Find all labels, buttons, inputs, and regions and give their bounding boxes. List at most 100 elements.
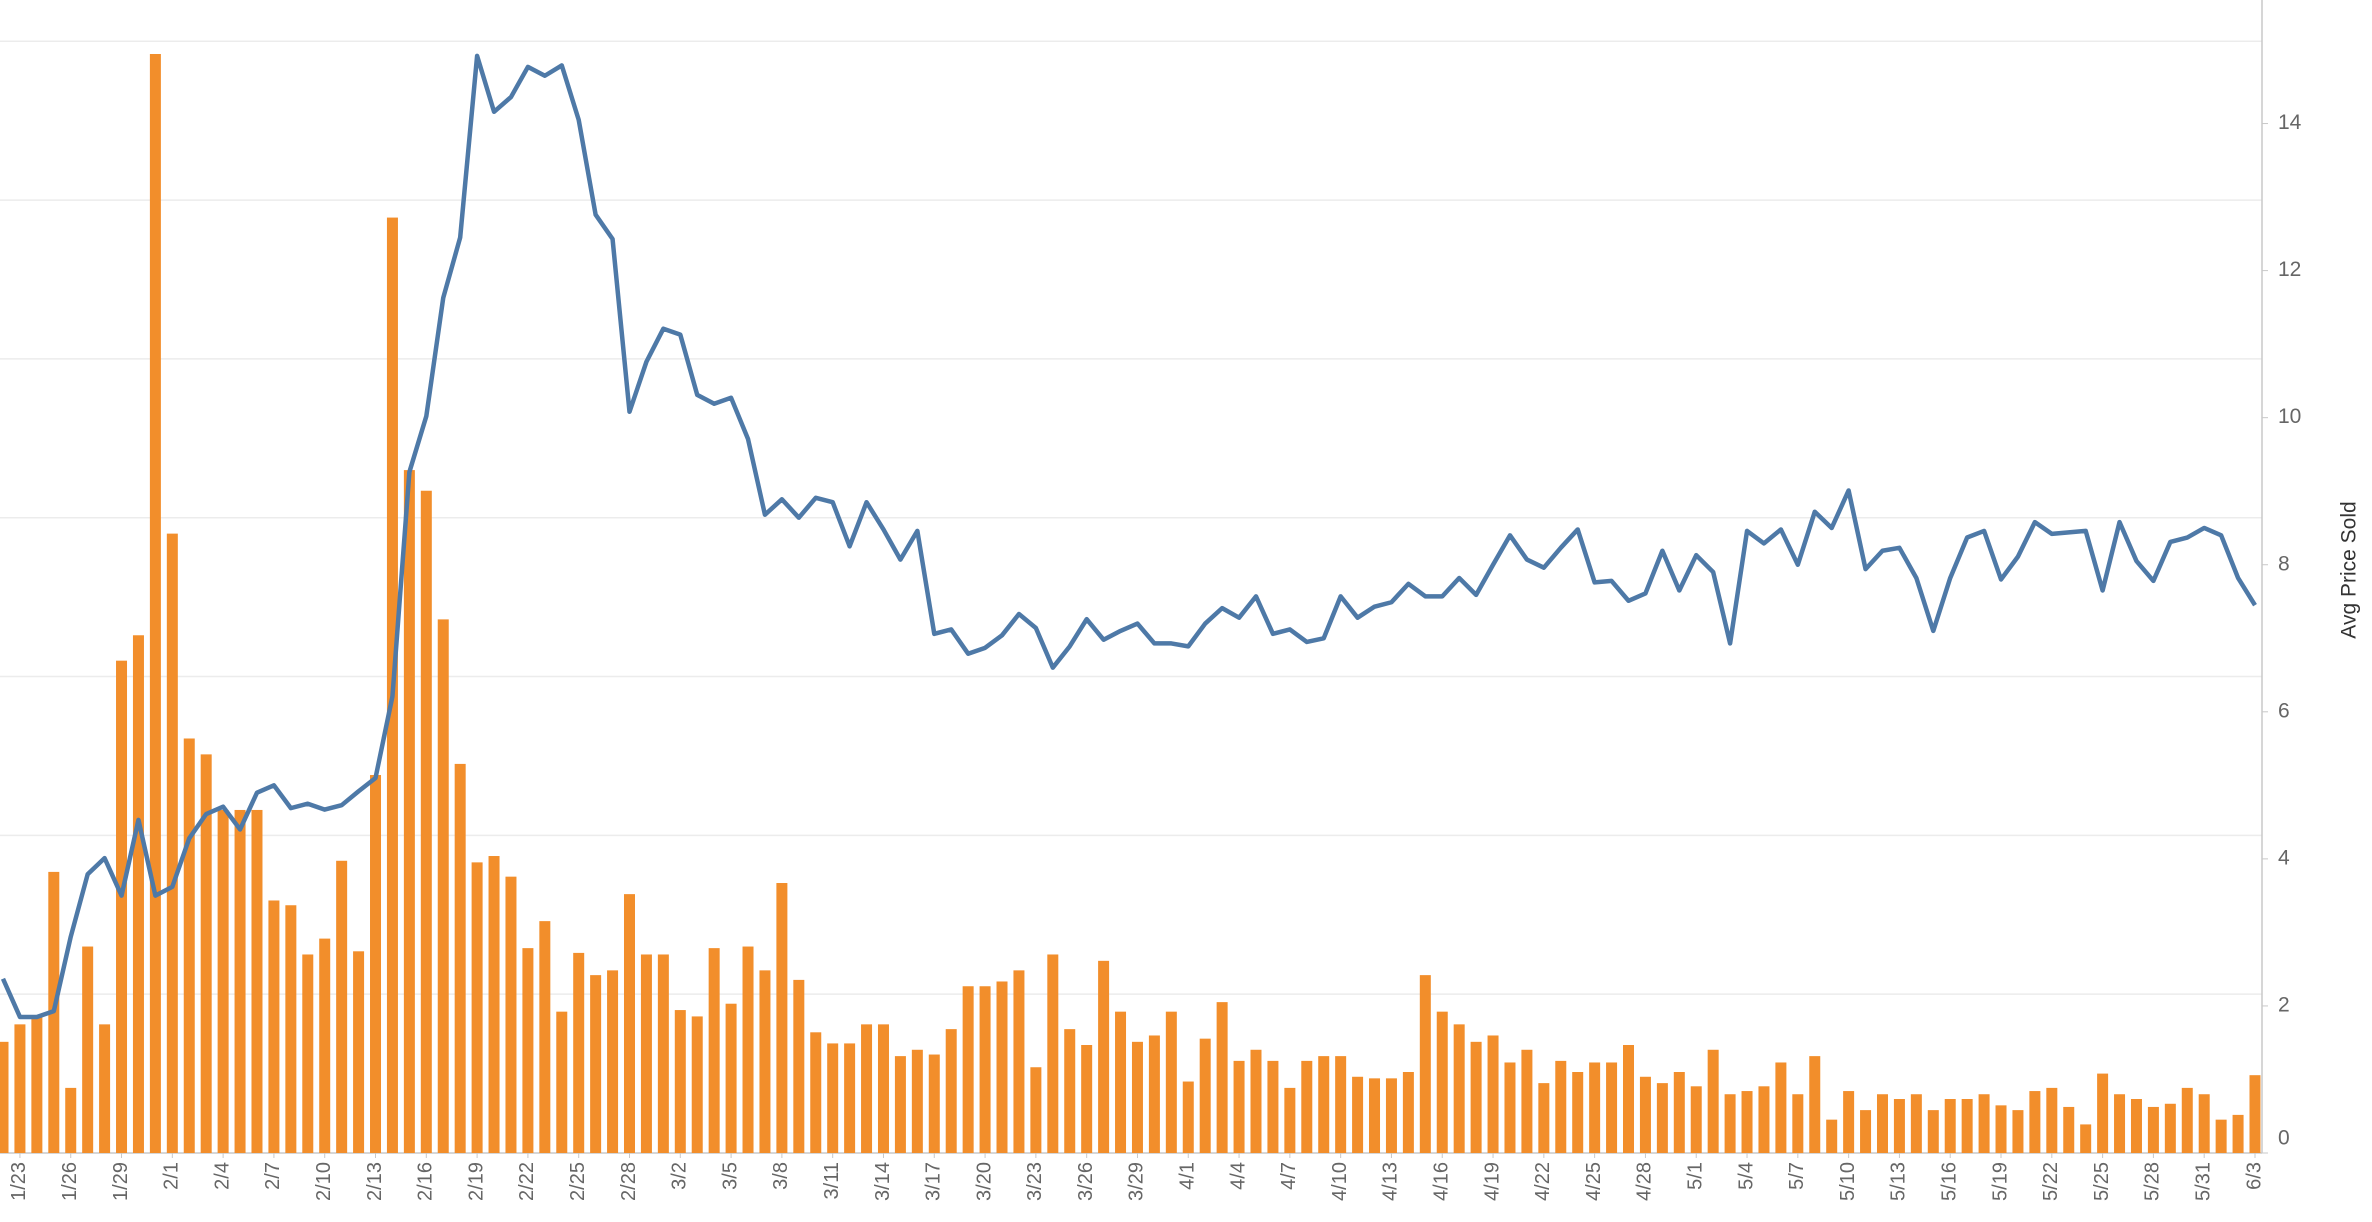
bar bbox=[2029, 1091, 2041, 1153]
x-tick-label: 4/28 bbox=[1634, 1162, 1656, 1201]
bar bbox=[65, 1087, 77, 1153]
x-tick-label: 4/1 bbox=[1177, 1162, 1199, 1190]
x-tick-label: 1/23 bbox=[8, 1162, 30, 1201]
bar bbox=[556, 1011, 568, 1153]
bar bbox=[14, 1024, 26, 1153]
bar bbox=[420, 490, 432, 1154]
bar bbox=[640, 954, 652, 1153]
bar bbox=[1910, 1094, 1922, 1153]
bar bbox=[1504, 1062, 1516, 1153]
bar bbox=[810, 1032, 822, 1153]
x-tick-label: 2/28 bbox=[618, 1162, 640, 1201]
bar bbox=[1250, 1049, 1262, 1153]
bar bbox=[1436, 1011, 1448, 1153]
x-tick-label: 3/5 bbox=[719, 1162, 741, 1190]
bar bbox=[1081, 1045, 1093, 1153]
x-tick-label: 4/13 bbox=[1380, 1162, 1402, 1201]
bar bbox=[1216, 1002, 1228, 1153]
bar bbox=[1572, 1072, 1584, 1153]
bar bbox=[166, 533, 178, 1153]
bar bbox=[82, 946, 94, 1153]
bar bbox=[370, 775, 382, 1153]
bar bbox=[793, 979, 805, 1153]
bar bbox=[776, 883, 788, 1153]
y2-tick-label: 10 bbox=[2278, 405, 2301, 428]
bar bbox=[674, 1010, 686, 1153]
bar bbox=[1724, 1094, 1736, 1153]
bar bbox=[116, 660, 128, 1153]
x-tick-label: 3/14 bbox=[872, 1162, 894, 1201]
bar bbox=[996, 981, 1008, 1153]
bar bbox=[268, 900, 280, 1153]
x-tick-label: 3/11 bbox=[821, 1162, 843, 1199]
bar bbox=[0, 1041, 9, 1153]
bar bbox=[1927, 1110, 1939, 1153]
bar bbox=[1538, 1083, 1550, 1153]
bar bbox=[1470, 1041, 1482, 1153]
y2-tick-label: 12 bbox=[2278, 258, 2301, 281]
bar bbox=[1707, 1049, 1719, 1153]
line bbox=[0, 53, 2257, 1020]
x-tick-label: 4/7 bbox=[1278, 1162, 1300, 1190]
bar bbox=[437, 619, 449, 1153]
bar bbox=[1233, 1060, 1245, 1153]
bar bbox=[2063, 1106, 2075, 1153]
x-tick-label: 5/31 bbox=[2192, 1162, 2214, 1201]
bar bbox=[877, 1024, 889, 1153]
y2-tick-label: 0 bbox=[2278, 1127, 2290, 1150]
bar bbox=[353, 951, 365, 1153]
x-tick-label: 3/23 bbox=[1024, 1162, 1046, 1201]
bar bbox=[31, 1016, 43, 1153]
x-tick-label: 3/17 bbox=[923, 1162, 945, 1201]
x-tick-label: 5/22 bbox=[2040, 1162, 2062, 1201]
x-tick-label: 5/25 bbox=[2091, 1162, 2113, 1201]
bar bbox=[1995, 1105, 2007, 1153]
bar bbox=[1555, 1060, 1567, 1153]
bar bbox=[2012, 1110, 2024, 1153]
x-tick-label: 3/2 bbox=[669, 1162, 691, 1190]
bar bbox=[1758, 1086, 1770, 1153]
bar bbox=[217, 809, 229, 1153]
x-tick-label: 2/10 bbox=[313, 1162, 335, 1201]
x-tick-label: 4/4 bbox=[1227, 1162, 1249, 1190]
bar bbox=[454, 763, 466, 1153]
bar bbox=[285, 905, 297, 1153]
bar bbox=[1419, 975, 1431, 1153]
bar bbox=[2215, 1119, 2227, 1153]
bar bbox=[962, 986, 974, 1153]
bar bbox=[607, 970, 619, 1153]
bar bbox=[1453, 1024, 1465, 1153]
bar bbox=[1639, 1076, 1651, 1153]
bar bbox=[1115, 1011, 1127, 1153]
bar bbox=[1876, 1094, 1888, 1153]
bar bbox=[1098, 960, 1110, 1153]
bar bbox=[1741, 1091, 1753, 1153]
bar bbox=[1690, 1086, 1702, 1153]
bar bbox=[691, 1016, 703, 1153]
bar bbox=[2130, 1099, 2142, 1153]
bar bbox=[336, 860, 348, 1153]
bar bbox=[861, 1024, 873, 1153]
bar bbox=[1826, 1119, 1838, 1153]
x-tick-label: 1/26 bbox=[59, 1162, 81, 1201]
bar bbox=[319, 938, 331, 1153]
bar bbox=[2181, 1087, 2193, 1153]
bar bbox=[99, 1024, 111, 1153]
bar bbox=[945, 1029, 957, 1153]
bar bbox=[894, 1056, 906, 1153]
bar bbox=[1318, 1056, 1330, 1153]
bar bbox=[251, 809, 263, 1153]
x-tick-label: 5/1 bbox=[1685, 1162, 1707, 1190]
bar bbox=[1013, 970, 1025, 1153]
bar bbox=[911, 1049, 923, 1153]
bar bbox=[708, 948, 720, 1153]
bar bbox=[183, 738, 195, 1153]
bar bbox=[505, 876, 517, 1153]
bar bbox=[471, 862, 483, 1153]
bar bbox=[2232, 1114, 2244, 1153]
bar bbox=[1623, 1045, 1635, 1153]
x-tick-label: 4/10 bbox=[1329, 1162, 1351, 1201]
y2-tick-label: 14 bbox=[2278, 111, 2302, 134]
